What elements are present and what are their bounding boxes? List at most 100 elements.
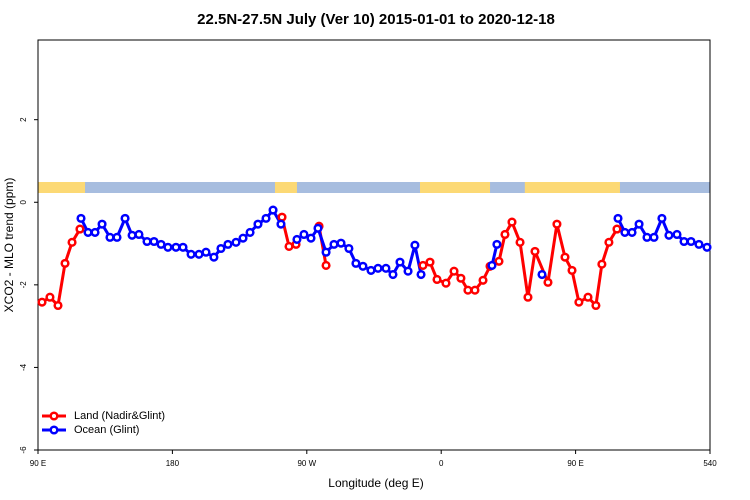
land-span xyxy=(274,182,297,193)
data-point xyxy=(613,213,623,223)
data-point xyxy=(201,247,211,257)
data-point xyxy=(127,230,137,240)
data-point xyxy=(425,257,435,267)
data-point xyxy=(134,229,144,240)
data-point xyxy=(560,252,570,262)
data-point xyxy=(76,213,86,223)
data-point xyxy=(336,238,346,248)
data-point xyxy=(403,266,413,276)
data-point xyxy=(567,265,577,275)
data-point xyxy=(253,219,263,229)
data-point xyxy=(292,234,302,244)
data-point xyxy=(306,233,316,243)
data-point xyxy=(194,249,204,259)
data-point xyxy=(277,212,287,222)
y-tick-label: -4 xyxy=(19,363,28,371)
legend-marker xyxy=(49,411,59,421)
legend-label: Land (Nadir&Glint) xyxy=(74,410,165,422)
data-point xyxy=(604,237,614,247)
data-point xyxy=(156,239,166,249)
data-point xyxy=(642,232,652,242)
data-point xyxy=(276,219,286,229)
data-point xyxy=(612,224,622,234)
data-point xyxy=(231,237,241,247)
data-point xyxy=(418,260,428,270)
data-point xyxy=(649,232,659,242)
data-point xyxy=(583,292,593,302)
data-point xyxy=(120,213,130,223)
data-point xyxy=(163,242,173,252)
data-point xyxy=(329,239,339,249)
data-point xyxy=(500,229,510,240)
data-point xyxy=(574,297,584,307)
data-point xyxy=(366,265,376,275)
data-point xyxy=(284,241,294,251)
data-point xyxy=(186,249,196,259)
land-span xyxy=(419,182,491,193)
data-point xyxy=(216,243,226,254)
x-tick-label: 90 W xyxy=(297,459,316,468)
data-point xyxy=(395,257,405,267)
data-point xyxy=(478,275,488,285)
data-point xyxy=(627,227,637,237)
data-point xyxy=(507,217,517,227)
data-point xyxy=(358,261,368,271)
data-point xyxy=(45,292,55,302)
data-point xyxy=(449,266,459,276)
data-point xyxy=(268,205,278,215)
data-point xyxy=(591,300,601,311)
x-axis-label: Longitude (deg E) xyxy=(328,476,423,490)
data-point xyxy=(261,213,271,223)
data-point xyxy=(702,242,712,252)
chart-title: 22.5N-27.5N July (Ver 10) 2015-01-01 to … xyxy=(197,11,555,28)
data-point xyxy=(112,232,122,242)
data-point xyxy=(105,232,115,242)
data-point xyxy=(543,277,553,287)
data-point xyxy=(492,239,502,249)
x-tick-label: 90 E xyxy=(567,459,583,468)
data-point xyxy=(494,256,504,266)
data-point xyxy=(351,258,361,268)
data-point xyxy=(321,260,331,270)
data-point xyxy=(381,263,391,273)
data-point xyxy=(515,237,525,247)
data-point xyxy=(142,236,152,247)
series-line xyxy=(41,216,619,307)
x-tick-label: 540 xyxy=(703,459,717,468)
data-point xyxy=(245,227,255,237)
data-point xyxy=(344,243,354,254)
data-point xyxy=(416,269,426,280)
data-point xyxy=(299,229,309,240)
data-point xyxy=(597,259,607,269)
y-tick-label: -2 xyxy=(19,281,28,289)
legend-marker xyxy=(49,425,59,435)
data-point xyxy=(410,240,420,250)
data-point xyxy=(313,223,323,233)
data-point xyxy=(487,260,497,270)
data-point xyxy=(537,269,547,280)
ocean-strip xyxy=(38,182,710,193)
data-point xyxy=(209,252,219,262)
data-point xyxy=(53,300,63,311)
data-point xyxy=(83,227,93,237)
data-point xyxy=(686,236,696,247)
x-tick-label: 0 xyxy=(439,459,444,468)
data-point xyxy=(60,258,70,268)
y-tick-label: 2 xyxy=(19,117,28,122)
data-point xyxy=(463,285,473,295)
data-point xyxy=(67,237,77,247)
data-point xyxy=(620,227,630,237)
x-tick-label: 180 xyxy=(166,459,180,468)
land-span xyxy=(38,182,86,193)
data-point xyxy=(694,239,704,249)
data-point xyxy=(223,239,233,249)
data-point xyxy=(552,219,562,229)
legend-label: Ocean (Glint) xyxy=(74,424,139,436)
y-axis-label: XCO2 - MLO trend (ppm) xyxy=(2,178,16,313)
data-point xyxy=(679,236,689,247)
data-point xyxy=(37,297,47,307)
data-point xyxy=(470,285,480,295)
data-point xyxy=(238,233,248,243)
data-point xyxy=(388,269,398,280)
